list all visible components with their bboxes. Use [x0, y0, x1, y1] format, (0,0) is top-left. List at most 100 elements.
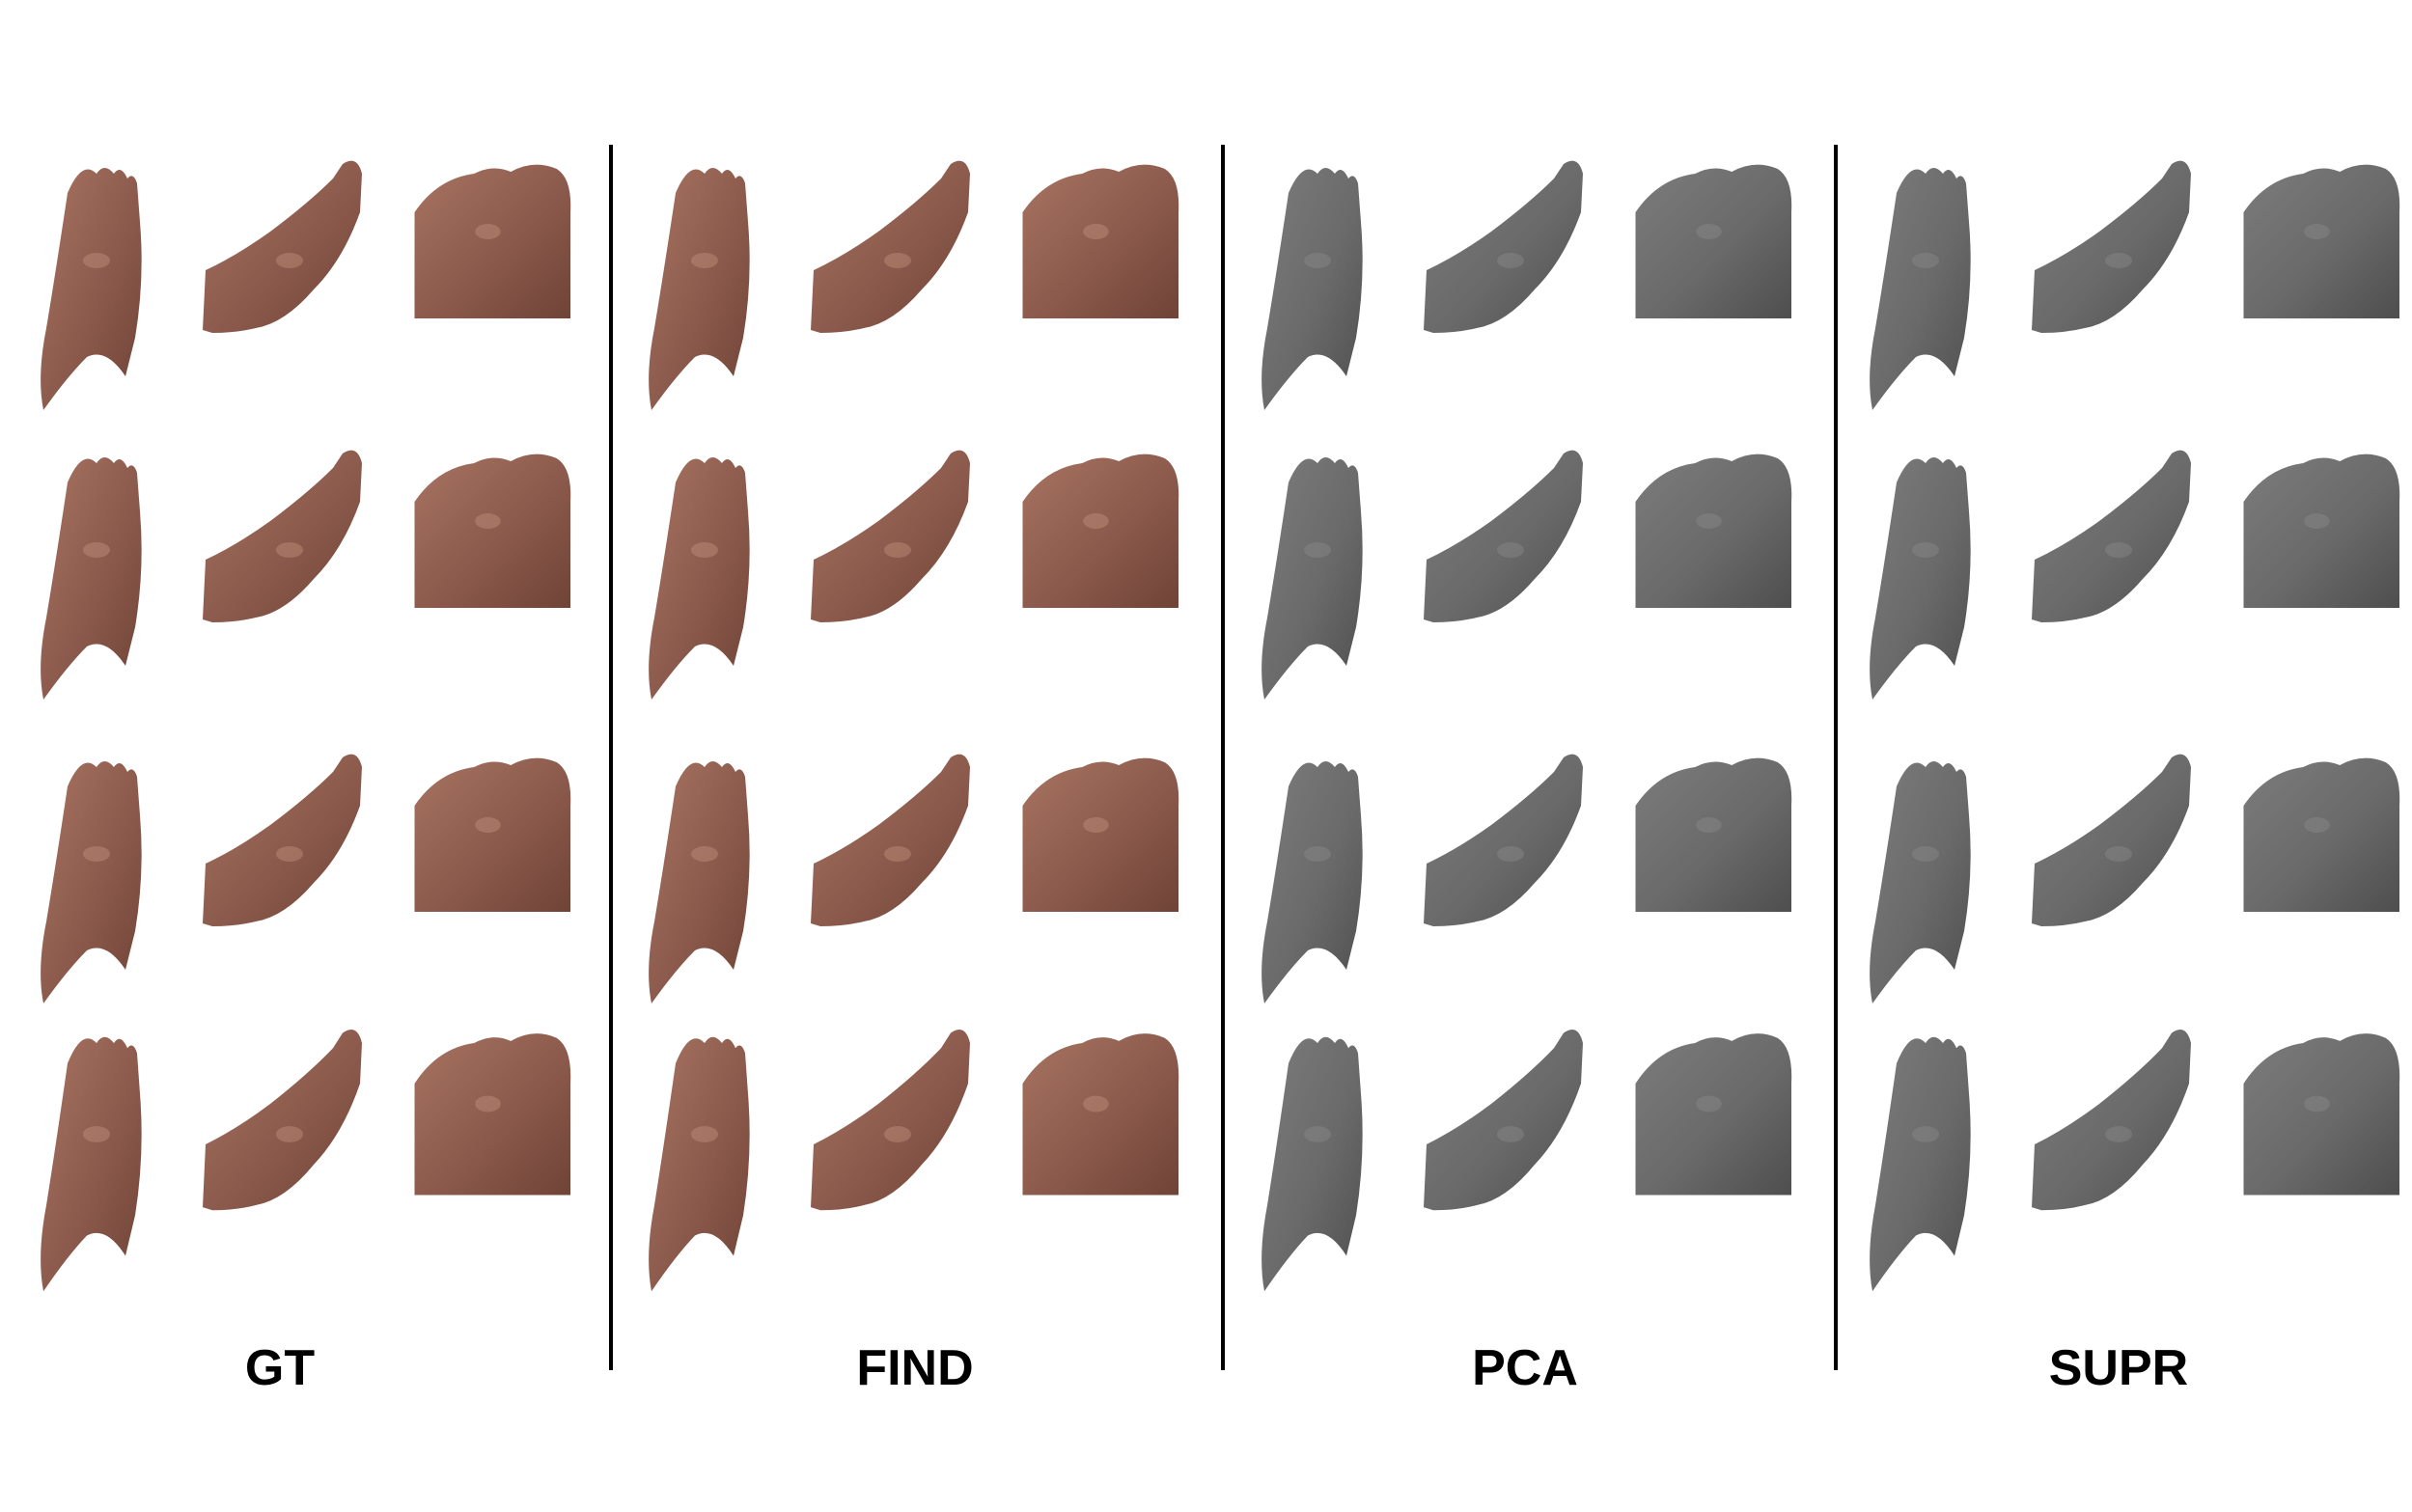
foot-shape-side-view: [203, 754, 362, 926]
foot-shape-top-view: [41, 457, 142, 700]
foot-shape-side-view: [1424, 450, 1583, 622]
gt-row2-side-view: [203, 450, 362, 622]
shading-highlight: [1083, 817, 1109, 833]
foot-shape-top-view: [1261, 457, 1363, 700]
column-label-find: FIND: [856, 1340, 974, 1396]
gt-row4-top-view: [41, 1036, 142, 1292]
foot-shape-side-view: [203, 1030, 362, 1211]
supr-row1-side-view: [2032, 160, 2191, 333]
shading-highlight: [1912, 253, 1939, 268]
foot-shape-toe-closeup: [1635, 164, 1792, 318]
foot-shape-toe-closeup: [2243, 1033, 2400, 1196]
gt-row1-top-view: [41, 168, 142, 410]
foot-shape-top-view: [1261, 761, 1363, 1003]
shading-highlight: [1696, 513, 1722, 529]
gt-row3-top-view: [41, 761, 142, 1003]
foot-shape-top-view: [41, 761, 142, 1003]
find-row4-side-view: [811, 1030, 970, 1211]
gt-row2-top-view: [41, 457, 142, 700]
foot-shape-side-view: [2032, 160, 2191, 333]
foot-shape-top-view: [649, 761, 750, 1003]
supr-row2-toe-closeup: [2243, 454, 2400, 608]
shading-highlight: [83, 846, 110, 862]
foot-shape-toe-closeup: [1022, 757, 1179, 912]
foot-shape-side-view: [2032, 1030, 2191, 1211]
find-row3-top-view: [649, 761, 750, 1003]
shading-highlight: [691, 846, 718, 862]
gt-row3-toe-closeup: [414, 757, 571, 912]
find-row1-side-view: [811, 160, 970, 333]
gt-row1-side-view: [203, 160, 362, 333]
pca-row2-toe-closeup: [1635, 454, 1792, 608]
shading-highlight: [1304, 542, 1331, 558]
shading-highlight: [1912, 542, 1939, 558]
supr-row4-toe-closeup: [2243, 1033, 2400, 1196]
foot-shape-top-view: [649, 168, 750, 410]
gt-row2-toe-closeup: [414, 454, 571, 608]
find-row4-top-view: [649, 1036, 750, 1292]
foot-shape-side-view: [1424, 1030, 1583, 1211]
supr-row2-top-view: [1870, 457, 1971, 700]
shading-highlight: [1304, 1126, 1331, 1142]
supr-row1-toe-closeup: [2243, 164, 2400, 318]
column-label-supr: SUPR: [2048, 1340, 2189, 1396]
shading-highlight: [83, 253, 110, 268]
foot-shape-top-view: [1870, 168, 1971, 410]
shading-highlight: [691, 253, 718, 268]
shading-highlight: [1083, 224, 1109, 239]
pca-row3-toe-closeup: [1635, 757, 1792, 912]
shading-highlight: [1912, 1126, 1939, 1142]
foot-shape-top-view: [1261, 1036, 1363, 1292]
shading-highlight: [1083, 1095, 1109, 1113]
pca-row2-side-view: [1424, 450, 1583, 622]
foot-shape-toe-closeup: [1022, 454, 1179, 608]
find-row4-toe-closeup: [1022, 1033, 1179, 1196]
shading-highlight: [2105, 253, 2132, 268]
shading-highlight: [475, 224, 501, 239]
find-row1-toe-closeup: [1022, 164, 1179, 318]
supr-row1-top-view: [1870, 168, 1971, 410]
foot-shape-top-view: [1261, 168, 1363, 410]
column-label-gt: GT: [244, 1340, 316, 1396]
gt-row4-side-view: [203, 1030, 362, 1211]
foot-shape-top-view: [41, 168, 142, 410]
shading-highlight: [2304, 513, 2330, 529]
shading-highlight: [1696, 817, 1722, 833]
shading-highlight: [475, 817, 501, 833]
shading-highlight: [2105, 1126, 2132, 1142]
shading-highlight: [475, 1095, 501, 1113]
shading-highlight: [1696, 224, 1722, 239]
shading-highlight: [2304, 1095, 2330, 1113]
foot-shape-side-view: [203, 450, 362, 622]
foot-shape-toe-closeup: [1635, 757, 1792, 912]
supr-row3-top-view: [1870, 761, 1971, 1003]
foot-shape-side-view: [811, 1030, 970, 1211]
shading-highlight: [1497, 253, 1524, 268]
pca-row3-side-view: [1424, 754, 1583, 926]
shading-highlight: [884, 846, 911, 862]
supr-row3-side-view: [2032, 754, 2191, 926]
foot-shape-side-view: [1424, 754, 1583, 926]
foot-shape-toe-closeup: [1022, 164, 1179, 318]
shading-highlight: [276, 253, 303, 268]
pca-row4-top-view: [1261, 1036, 1363, 1292]
find-row3-toe-closeup: [1022, 757, 1179, 912]
shading-highlight: [691, 542, 718, 558]
foot-shape-side-view: [203, 160, 362, 333]
pca-row1-toe-closeup: [1635, 164, 1792, 318]
shading-highlight: [1304, 846, 1331, 862]
shading-highlight: [2105, 846, 2132, 862]
shading-highlight: [1696, 1095, 1722, 1113]
column-label-pca: PCA: [1472, 1340, 1578, 1396]
shading-highlight: [884, 542, 911, 558]
foot-shape-side-view: [811, 450, 970, 622]
foot-shape-toe-closeup: [2243, 164, 2400, 318]
foot-shape-side-view: [2032, 754, 2191, 926]
shading-highlight: [276, 846, 303, 862]
shading-highlight: [1497, 1126, 1524, 1142]
foot-shape-toe-closeup: [1635, 1033, 1792, 1196]
gt-row3-side-view: [203, 754, 362, 926]
foot-shape-side-view: [1424, 160, 1583, 333]
foot-shape-top-view: [41, 1036, 142, 1292]
